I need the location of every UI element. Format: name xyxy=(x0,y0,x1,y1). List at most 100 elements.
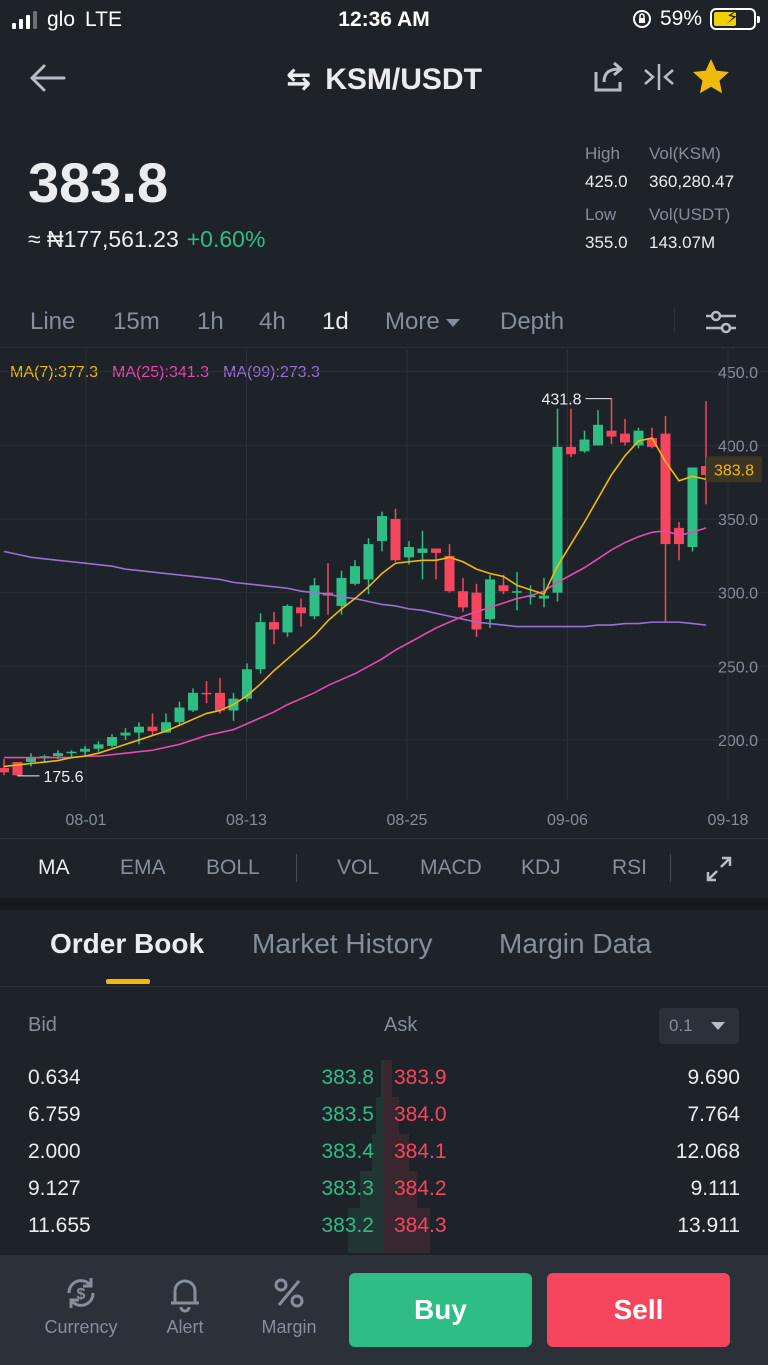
tf-1h[interactable]: 1h xyxy=(197,308,224,335)
ind-boll[interactable]: BOLL xyxy=(206,856,260,879)
candle-body xyxy=(309,585,320,617)
status-bar: glo LTE 12:36 AM 59% ⚡ xyxy=(0,0,768,40)
candle-body xyxy=(120,732,131,736)
margin-button[interactable]: Margin xyxy=(244,1273,334,1338)
ask-price: 384.3 xyxy=(394,1214,447,1237)
tf-more[interactable]: More xyxy=(385,308,460,336)
share-icon[interactable] xyxy=(592,60,626,94)
candle-body xyxy=(255,622,266,670)
candle-body xyxy=(377,516,387,542)
chart-settings-icon[interactable] xyxy=(704,308,738,336)
bid-depth-bar xyxy=(360,1171,384,1208)
candle-body xyxy=(161,722,171,733)
candle-body xyxy=(579,439,590,452)
battery-icon: ⚡ xyxy=(710,7,760,30)
tab-margin-data[interactable]: Margin Data xyxy=(499,928,652,959)
y-tick-label: 300.0 xyxy=(718,586,758,603)
price-change: +0.60% xyxy=(186,226,266,252)
bell-icon xyxy=(171,1279,199,1313)
y-tick-label: 250.0 xyxy=(718,659,758,676)
favorite-star-icon[interactable] xyxy=(690,56,732,98)
ask-price: 384.0 xyxy=(394,1103,447,1126)
candle-body xyxy=(188,692,198,711)
tf-line[interactable]: Line xyxy=(30,308,76,335)
alert-label: Alert xyxy=(166,1317,204,1337)
candlestick-chart[interactable]: 450.0 400.0 350.0 300.0 250.0 200.0 08-01 08-13… xyxy=(0,350,768,840)
sell-button[interactable]: Sell xyxy=(547,1273,730,1347)
candle-body xyxy=(147,726,158,732)
ask-price: 384.2 xyxy=(394,1177,447,1200)
currency-label: Currency xyxy=(44,1317,118,1337)
x-tick-label: 09-06 xyxy=(547,812,588,829)
ask-depth-bar xyxy=(384,1208,430,1253)
candle-body xyxy=(647,438,657,447)
low-value: 355.0 xyxy=(585,233,628,252)
candle-body xyxy=(363,544,374,580)
bottom-action-bar: $ Currency Alert Margin Buy Sell xyxy=(0,1255,768,1365)
tf-1d[interactable]: 1d xyxy=(322,308,349,335)
tf-15m[interactable]: 15m xyxy=(113,308,160,335)
pair-selector[interactable]: ⇆ KSM/USDT xyxy=(0,62,768,97)
divider xyxy=(670,854,671,882)
bid-quantity: 11.655 xyxy=(28,1214,91,1237)
tf-depth[interactable]: Depth xyxy=(500,308,565,335)
buy-button[interactable]: Buy xyxy=(349,1273,532,1347)
candle-body xyxy=(512,591,522,593)
ask-depth-bar xyxy=(384,1171,417,1208)
ind-rsi[interactable]: RSI xyxy=(612,856,648,879)
candle-body xyxy=(687,467,698,548)
ind-ma[interactable]: MA xyxy=(38,856,70,879)
bid-depth-bar xyxy=(372,1134,384,1171)
divider xyxy=(0,347,768,348)
divider xyxy=(0,986,768,987)
ind-macd[interactable]: MACD xyxy=(420,856,482,879)
tf-4h[interactable]: 4h xyxy=(259,308,286,335)
candle-body xyxy=(431,548,441,553)
back-arrow-icon[interactable] xyxy=(28,60,68,96)
y-tick-label: 450.0 xyxy=(718,365,758,382)
fullscreen-icon[interactable] xyxy=(704,854,734,884)
margin-label: Margin xyxy=(261,1317,317,1337)
candle-body xyxy=(660,433,671,545)
section-gap xyxy=(0,898,768,910)
bid-price: 383.5 xyxy=(321,1103,374,1126)
precision-select[interactable]: 0.1 xyxy=(659,1008,739,1044)
ma7-line xyxy=(3,437,707,768)
candle-body xyxy=(485,579,495,620)
ind-kdj[interactable]: KDJ xyxy=(521,856,561,879)
order-book-row[interactable]: 0.634 383.8 383.9 9.690 xyxy=(0,1060,768,1097)
candle-body xyxy=(201,692,212,695)
y-tick-label: 350.0 xyxy=(718,512,758,529)
currency-button[interactable]: $ Currency xyxy=(36,1273,126,1338)
tab-order-book[interactable]: Order Book xyxy=(50,928,205,959)
x-tick-label: 08-01 xyxy=(66,812,107,829)
caret-down-icon xyxy=(445,318,460,327)
orientation-lock-icon xyxy=(632,10,651,28)
ind-vol[interactable]: VOL xyxy=(337,856,380,879)
ask-quantity: 9.111 xyxy=(690,1177,740,1200)
tab-market-history[interactable]: Market History xyxy=(252,928,433,959)
bid-depth-bar xyxy=(381,1060,384,1097)
swap-icon: ⇆ xyxy=(286,63,312,96)
candle-body xyxy=(417,548,428,553)
y-tick-label: 400.0 xyxy=(718,438,758,455)
order-book-row[interactable]: 11.655 383.2 384.3 13.911 xyxy=(0,1208,768,1245)
bid-depth-bar xyxy=(348,1208,384,1253)
low-marker-label: 175.6 xyxy=(44,769,84,786)
candle-body xyxy=(633,430,644,446)
candle-body xyxy=(53,753,63,757)
fiat-price-row: ≈ ₦177,561.23 +0.60% xyxy=(28,226,265,253)
x-tick-label: 09-18 xyxy=(708,812,749,829)
ind-ema[interactable]: EMA xyxy=(120,856,166,879)
order-book-row[interactable]: 2.000 383.4 384.1 12.068 xyxy=(0,1134,768,1171)
collapse-icon[interactable] xyxy=(643,62,675,92)
order-book-row[interactable]: 6.759 383.5 384.0 7.764 xyxy=(0,1097,768,1134)
bid-price: 383.2 xyxy=(321,1214,374,1237)
order-book-row[interactable]: 9.127 383.3 384.2 9.111 xyxy=(0,1171,768,1208)
divider xyxy=(674,306,675,334)
candle-body xyxy=(552,446,563,593)
bid-quantity: 9.127 xyxy=(28,1177,81,1200)
candle-body xyxy=(80,748,90,752)
alert-button[interactable]: Alert xyxy=(140,1273,230,1338)
clock: 12:36 AM xyxy=(338,8,430,31)
